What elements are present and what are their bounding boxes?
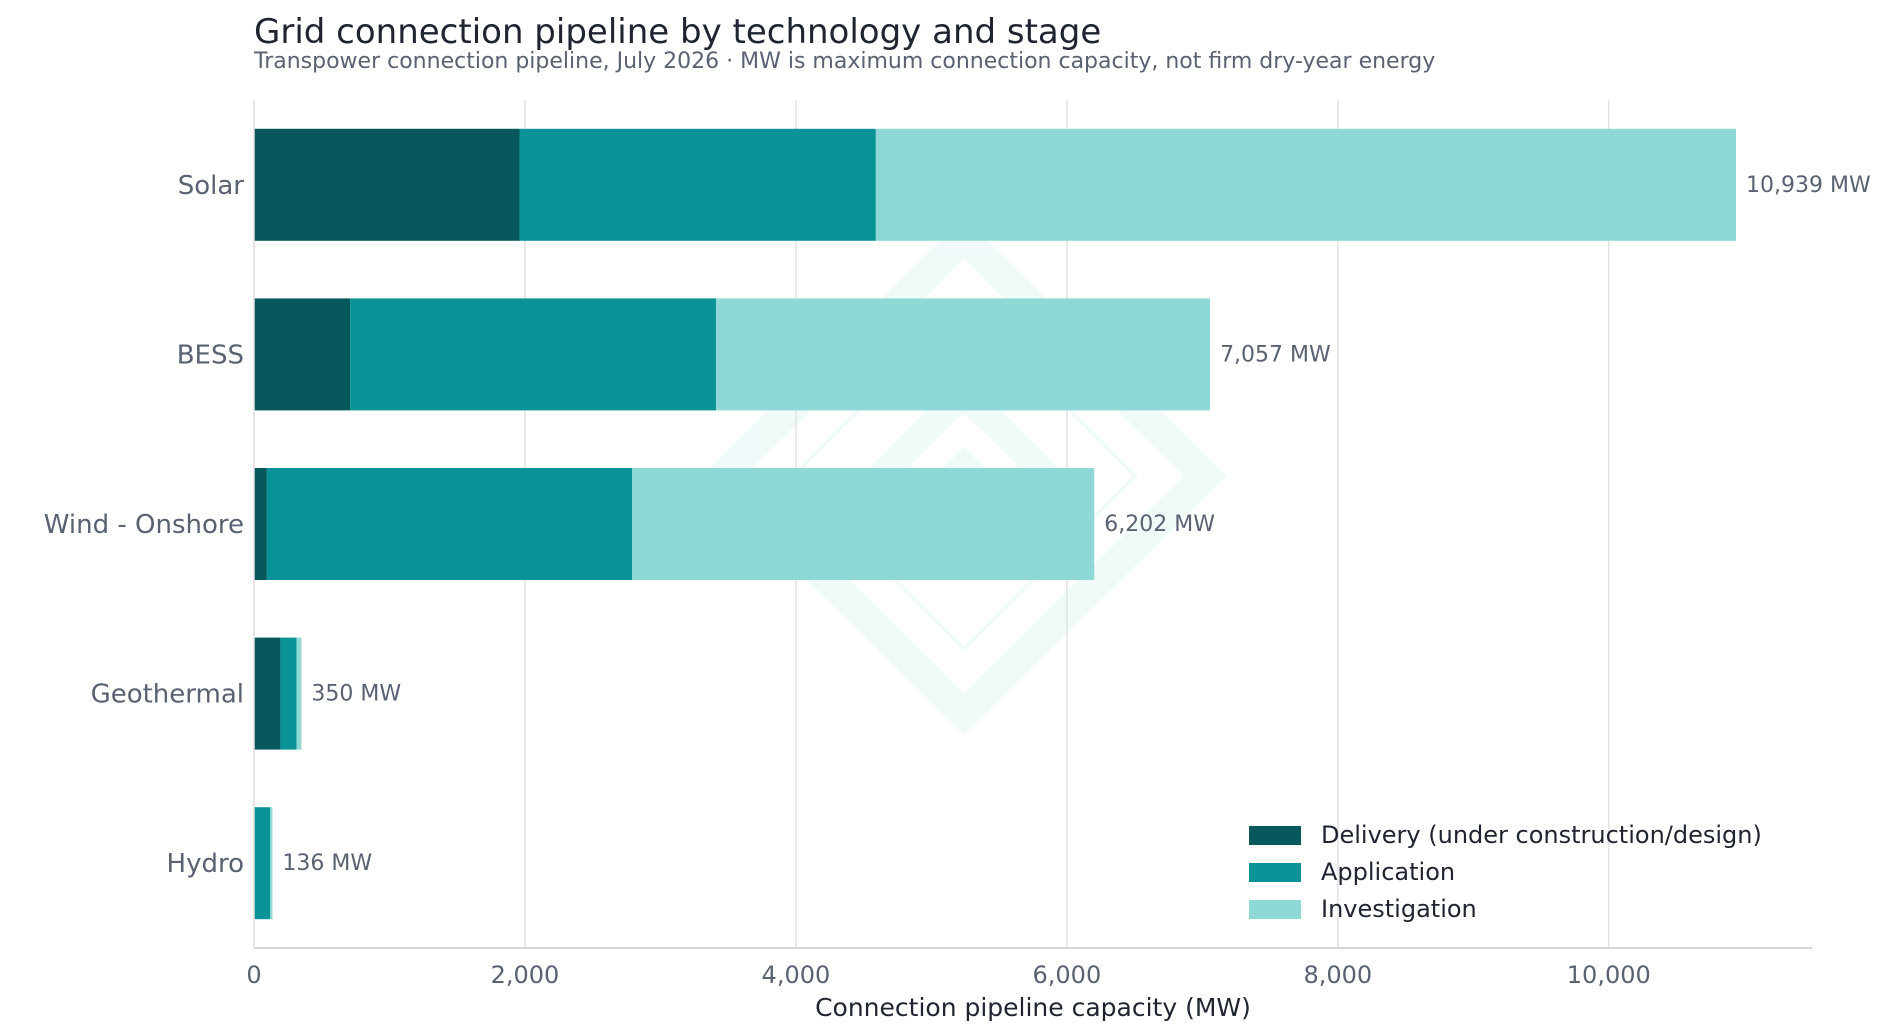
total-label: 7,057 MW: [1220, 342, 1331, 367]
category-label: Solar: [178, 171, 245, 201]
legend-label: Delivery (under construction/design): [1321, 821, 1762, 849]
bar-segment-wind-onshore-2: [631, 468, 1095, 580]
total-label: 136 MW: [282, 851, 372, 876]
category-label: Geothermal: [91, 680, 244, 710]
category-label: Wind - Onshore: [44, 510, 244, 540]
x-tick-label: 4,000: [762, 961, 831, 989]
bar-segment-solar-0: [254, 128, 520, 241]
category-label: Hydro: [167, 849, 244, 879]
bar-segment-wind-onshore-1: [266, 468, 632, 580]
x-axis-title: Connection pipeline capacity (MW): [815, 993, 1251, 1022]
bar-segment-solar-1: [519, 128, 876, 241]
category-label: BESS: [177, 340, 244, 370]
bar-segment-hydro-2: [270, 807, 273, 920]
legend-swatch: [1249, 900, 1301, 919]
legend-label: Investigation: [1321, 895, 1477, 923]
bar-segment-wind-onshore-0: [254, 468, 267, 580]
legend-swatch: [1249, 863, 1301, 882]
x-tick-label: 8,000: [1303, 961, 1372, 989]
legend-label: Application: [1321, 858, 1455, 886]
x-tick-label: 6,000: [1033, 961, 1102, 989]
total-label: 10,939 MW: [1746, 173, 1871, 198]
total-label: 6,202 MW: [1104, 512, 1215, 537]
bar-segment-geothermal-0: [254, 637, 281, 750]
bar-segment-hydro-1: [254, 807, 271, 920]
chart-title: Grid connection pipeline by technology a…: [254, 12, 1102, 52]
bar-segment-geothermal-2: [296, 637, 302, 750]
bar-segment-bess-0: [254, 298, 351, 411]
legend: Delivery (under construction/design) Appl…: [1249, 821, 1762, 923]
x-tick-label: 10,000: [1567, 961, 1651, 989]
bar-segment-solar-2: [875, 128, 1736, 241]
total-label: 350 MW: [311, 682, 401, 707]
chart-subtitle: Transpower connection pipeline, July 202…: [254, 49, 1436, 74]
legend-swatch: [1249, 826, 1301, 845]
x-tick-label: 0: [246, 961, 261, 989]
bar-segment-bess-2: [715, 298, 1211, 411]
x-tick-label: 2,000: [491, 961, 560, 989]
bar-segment-bess-1: [350, 298, 716, 411]
bar-segment-geothermal-1: [280, 637, 297, 750]
